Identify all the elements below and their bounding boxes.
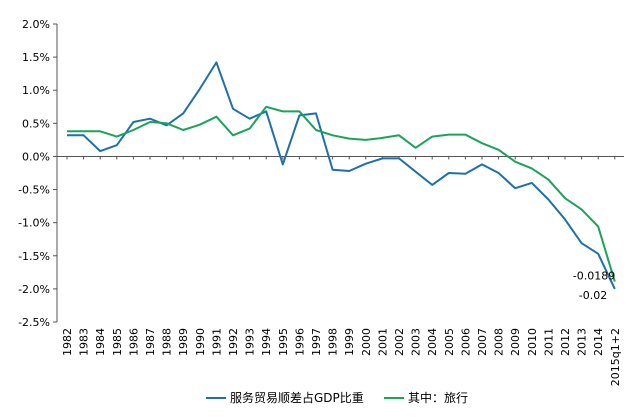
x-tick-label: 2003 [410,328,423,356]
x-tick-label: 1988 [161,328,174,356]
y-tick-label: 0.0% [22,150,50,163]
legend-label: 服务贸易顺差占GDP比重 [230,390,364,405]
x-tick-label: 2010 [526,328,539,356]
y-tick-label: 0.5% [22,117,50,130]
series-line-0 [67,61,616,290]
data-label: -0.0189 [573,270,615,283]
x-tick-label: 2005 [443,328,456,356]
x-tick-label: 2004 [426,328,439,356]
x-tick-label: 2015q1+2 [609,328,622,386]
legend: 服务贸易顺差占GDP比重 其中：旅行 [206,390,468,405]
x-tick-label: 1982 [61,328,74,356]
x-tick-label: 2000 [360,328,373,356]
y-tick-label: -0.5% [18,184,50,197]
x-tick-label: 1995 [277,328,290,356]
y-tick-label: 1.0% [22,84,50,97]
x-tick-label: 1985 [111,328,124,356]
x-tick-label: 1984 [94,328,107,356]
x-tick-label: 1989 [177,328,190,356]
y-tick-label: -2.5% [18,316,50,329]
x-tick-label: 2011 [542,328,555,356]
y-tick-label: -1.5% [18,250,50,263]
x-tick-label: 2006 [459,328,472,356]
x-tick-label: 1996 [293,328,306,356]
annotation-layer: -0.0189 -0.02 [573,270,615,302]
x-tick-label: 1983 [78,328,91,356]
x-tick-label: 1987 [144,328,157,356]
series-layer [67,61,616,290]
data-label: -0.02 [579,289,607,302]
legend-label: 其中：旅行 [408,390,468,405]
x-tick-label: 1992 [227,328,240,356]
x-tick-label: 1993 [244,328,257,356]
x-tick-label: 1990 [194,328,207,356]
x-tick-label: 2012 [559,328,572,356]
y-axis: 2.0% 1.5% 1.0% 0.5% 0.0% -0.5% -1.0% -1.5% -2.0%… [18,18,58,329]
series-line-1 [67,105,616,282]
y-tick-label: 2.0% [22,18,50,31]
x-tick-label: 1991 [210,328,223,356]
x-tick-label: 2002 [393,328,406,356]
x-tick-label: 2009 [509,328,522,356]
x-tick-label: 2013 [576,328,589,356]
y-tick-label: -2.0% [18,283,50,296]
y-tick-label: -1.0% [18,217,50,230]
y-tick-label: 1.5% [22,51,50,64]
x-tick-label: 1999 [343,328,356,356]
x-tick-label: 1998 [327,328,340,356]
x-tick-label: 2014 [592,328,605,356]
x-tick-label: 2007 [476,328,489,356]
x-tick-label: 1997 [310,328,323,356]
x-tick-label: 1986 [127,328,140,356]
x-axis: 1982 1983 1984 1985 1986 1987 1988 1989 1990 1991… [57,155,624,386]
x-tick-label: 2008 [493,328,506,356]
x-tick-label: 1994 [260,328,273,356]
x-tick-label: 2001 [376,328,389,356]
